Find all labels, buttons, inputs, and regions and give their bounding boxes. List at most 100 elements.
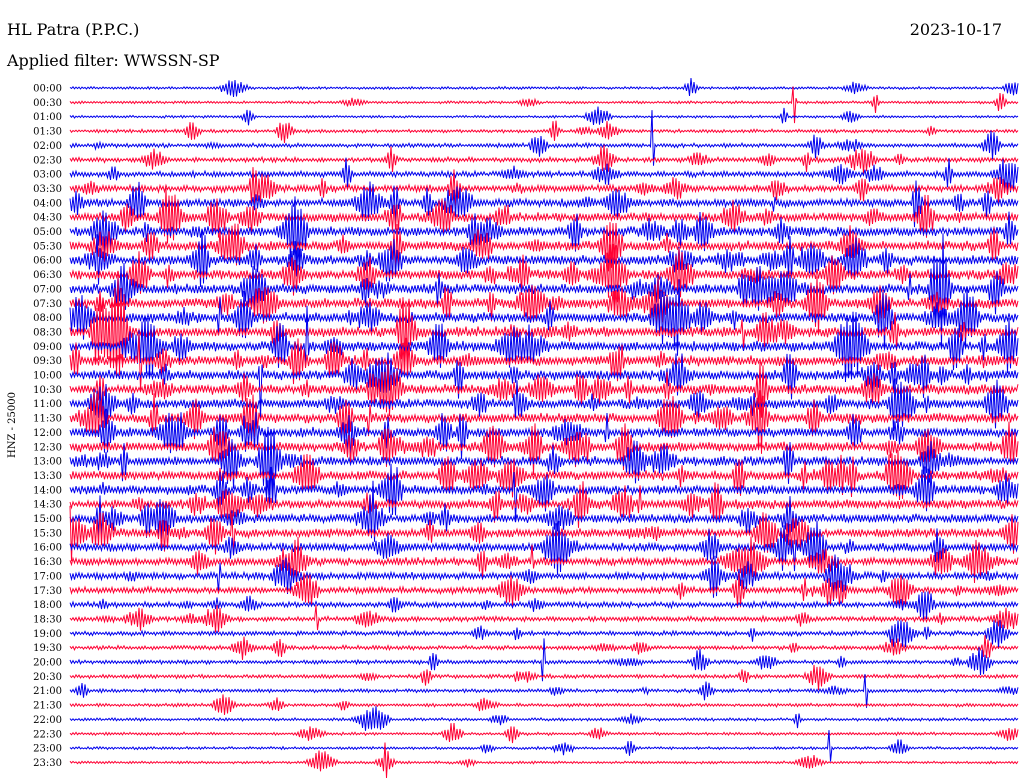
seismic-trace (69, 333, 1019, 392)
time-tick-label: 05:30 (33, 241, 62, 252)
seismic-trace (69, 276, 1019, 334)
time-tick-label: 19:30 (33, 643, 62, 654)
time-tick-label: 22:30 (33, 729, 62, 740)
seismic-trace (69, 144, 1019, 175)
time-tick-label: 06:00 (33, 256, 62, 267)
seismic-trace (69, 187, 1019, 244)
seismic-trace (69, 229, 1019, 287)
seismic-trace (69, 620, 1019, 649)
time-tick-label: 11:00 (33, 399, 62, 410)
seismic-trace (69, 426, 1019, 502)
time-tick-label: 00:00 (33, 84, 62, 95)
seismic-trace (69, 638, 1019, 682)
time-tick-label: 00:30 (33, 98, 62, 109)
time-tick-label: 02:00 (33, 141, 62, 152)
time-tick-label: 18:00 (33, 600, 62, 611)
time-tick-label: 15:30 (33, 528, 62, 539)
time-tick-label: 10:30 (33, 385, 62, 396)
seismic-trace (69, 77, 1019, 97)
time-tick-label: 12:30 (33, 442, 62, 453)
seismic-trace (69, 694, 1019, 715)
seismic-trace (69, 110, 1019, 166)
y-axis-label: HNZ - 25000 (7, 392, 18, 458)
time-tick-label: 17:00 (33, 571, 62, 582)
seismic-trace (69, 505, 1019, 562)
seismic-trace (69, 604, 1019, 633)
time-tick-label: 08:30 (33, 327, 62, 338)
time-tick-label: 08:00 (33, 313, 62, 324)
time-tick-label: 17:30 (33, 586, 62, 597)
time-tick-label: 22:00 (33, 715, 62, 726)
seismic-trace (69, 305, 1019, 383)
time-tick-label: 03:30 (33, 184, 62, 195)
trace-group (69, 77, 1019, 779)
time-tick-label: 20:30 (33, 672, 62, 683)
seismic-trace (69, 463, 1019, 521)
time-tick-label: 16:00 (33, 543, 62, 554)
time-tick-label: 13:00 (33, 457, 62, 468)
time-tick-label: 15:00 (33, 514, 62, 525)
time-tick-label: 12:00 (33, 428, 62, 439)
seismic-trace (69, 279, 1019, 356)
seismic-trace (69, 362, 1019, 418)
time-tick-label: 04:30 (33, 213, 62, 224)
station-title: HL Patra (P.P.C.) (7, 20, 140, 39)
seismic-trace (69, 196, 1019, 267)
time-tick-labels: 00:00 00:30 01:00 01:30 02:00 02:30 03:00 03:30… (33, 84, 62, 769)
seismic-trace (69, 480, 1019, 542)
time-tick-label: 21:30 (33, 701, 62, 712)
seismic-trace (69, 520, 1019, 575)
time-tick-label: 21:00 (33, 686, 62, 697)
time-tick-label: 11:30 (33, 414, 62, 425)
time-tick-label: 07:00 (33, 284, 62, 295)
seismic-trace (69, 572, 1019, 609)
seismic-trace (69, 664, 1019, 691)
time-tick-label: 01:00 (33, 112, 62, 123)
time-tick-label: 03:00 (33, 170, 62, 181)
time-tick-label: 16:30 (33, 557, 62, 568)
time-tick-label: 04:00 (33, 198, 62, 209)
seismic-trace (69, 157, 1019, 193)
seismic-trace (69, 86, 1019, 124)
time-tick-label: 07:30 (33, 299, 62, 310)
time-tick-label: 02:30 (33, 155, 62, 166)
seismic-trace (69, 106, 1019, 126)
time-tick-label: 01:30 (33, 127, 62, 138)
seismic-trace (69, 536, 1019, 587)
seismic-trace (69, 742, 1019, 779)
seismic-trace (69, 243, 1019, 316)
time-tick-label: 06:30 (33, 270, 62, 281)
time-tick-label: 14:00 (33, 485, 62, 496)
time-tick-label: 23:30 (33, 758, 62, 769)
seismic-trace (69, 481, 1019, 528)
time-tick-label: 23:00 (33, 744, 62, 755)
seismic-trace (69, 591, 1019, 620)
seismic-trace (69, 222, 1019, 273)
time-tick-label: 09:00 (33, 342, 62, 353)
seismic-trace (69, 674, 1019, 708)
time-tick-label: 20:00 (33, 658, 62, 669)
seismic-trace (69, 421, 1019, 475)
seismic-trace (69, 450, 1019, 501)
seismic-trace (69, 180, 1019, 228)
time-tick-label: 13:30 (33, 471, 62, 482)
seismic-trace (69, 274, 1019, 378)
seismic-trace (69, 352, 1019, 419)
time-tick-label: 18:30 (33, 614, 62, 625)
seismic-trace (69, 378, 1019, 432)
seismic-trace (69, 730, 1019, 762)
seismic-trace (69, 706, 1019, 731)
seismic-trace (69, 233, 1019, 349)
time-tick-label: 14:30 (33, 500, 62, 511)
time-tick-label: 05:00 (33, 227, 62, 238)
time-tick-label: 19:00 (33, 629, 62, 640)
filter-label: Applied filter: WWSSN-SP (7, 51, 220, 70)
time-tick-label: 10:00 (33, 371, 62, 382)
time-tick-label: 09:30 (33, 356, 62, 367)
seismic-trace (69, 554, 1019, 602)
seismic-trace (69, 167, 1019, 206)
seismic-trace (69, 120, 1019, 144)
seismic-trace (69, 408, 1019, 463)
seismic-trace (69, 722, 1019, 744)
